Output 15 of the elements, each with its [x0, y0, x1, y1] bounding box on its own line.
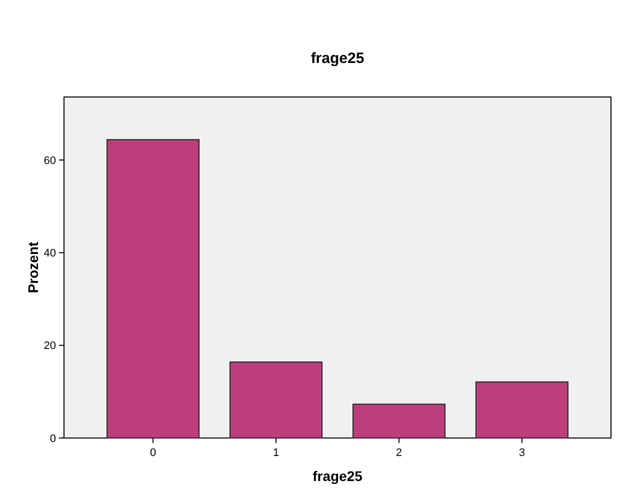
x-axis-title: frage25	[312, 468, 363, 484]
y-tick-label: 0	[50, 432, 56, 445]
x-tick-label: 3	[518, 447, 526, 459]
y-tick-label: 40	[44, 248, 56, 260]
y-tick-label: 60	[44, 154, 56, 167]
bar	[475, 381, 568, 438]
chart-title: frage25	[310, 50, 364, 67]
x-tick-label: 2	[396, 447, 402, 459]
y-axis-title: Prozent	[25, 241, 41, 294]
x-tick-label: 0	[150, 447, 156, 459]
bar	[352, 404, 446, 438]
bar	[230, 362, 323, 438]
bar	[106, 139, 200, 438]
x-tick-label: 1	[272, 447, 280, 459]
y-tick-label: 20	[44, 340, 56, 352]
